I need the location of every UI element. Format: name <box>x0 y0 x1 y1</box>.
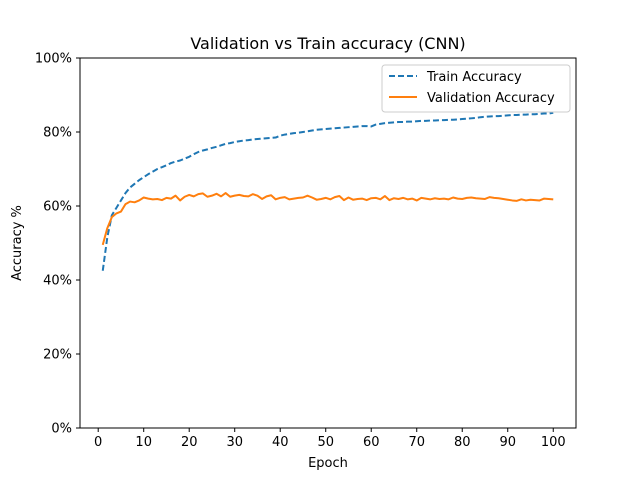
y-tick-label: 0% <box>51 422 72 437</box>
plot-frame <box>79 57 577 429</box>
x-tick-label: 30 <box>226 435 243 450</box>
y-tick-label: 20% <box>43 348 72 363</box>
x-tick-label: 60 <box>363 435 380 450</box>
series-line-validation <box>101 192 554 246</box>
x-axis-ticks: 0 10 20 30 40 50 60 70 80 90 100 <box>94 428 566 450</box>
x-tick-label: 90 <box>499 435 516 450</box>
y-axis-label: Accuracy % <box>10 205 25 281</box>
x-tick-label: 40 <box>272 435 289 450</box>
x-tick-label: 70 <box>408 435 425 450</box>
y-axis-ticks: 0% 20% 40% 60% 80% 100% <box>35 52 80 437</box>
y-tick-label: 60% <box>43 200 72 215</box>
x-tick-label: 100 <box>541 435 566 450</box>
legend-label-train: Train Accuracy <box>426 70 522 85</box>
x-tick-label: 80 <box>454 435 471 450</box>
plot-area <box>101 111 554 271</box>
chart-title: Validation vs Train accuracy (CNN) <box>190 34 465 53</box>
series-line-train <box>101 111 554 271</box>
legend-box <box>381 64 571 113</box>
x-tick-label: 50 <box>317 435 334 450</box>
y-tick-label: 80% <box>43 126 72 141</box>
y-tick-label: 40% <box>43 274 72 289</box>
x-tick-label: 20 <box>181 435 198 450</box>
x-tick-label: 0 <box>94 435 102 450</box>
x-axis-label: Epoch <box>308 456 348 471</box>
legend: Train Accuracy Validation Accuracy <box>381 64 571 113</box>
y-tick-label: 100% <box>35 52 72 67</box>
x-tick-label: 10 <box>135 435 152 450</box>
legend-label-validation: Validation Accuracy <box>427 91 555 106</box>
